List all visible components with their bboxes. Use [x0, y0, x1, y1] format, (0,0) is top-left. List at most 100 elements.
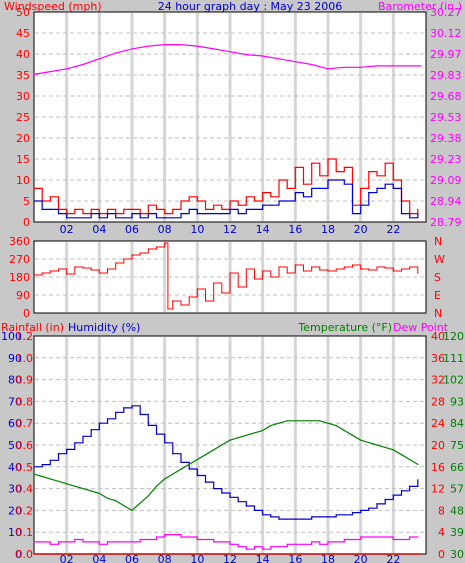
x-tick-label: 10: [190, 553, 204, 563]
dewpoint-line-point: [180, 536, 182, 538]
humidity-line-point: [351, 511, 354, 514]
direction-tick-label: 0: [23, 307, 30, 320]
windspeed-line-point: [327, 158, 329, 160]
humidity-line-point: [253, 509, 256, 511]
dewpoint-line-point: [409, 536, 411, 538]
humidity-line-point: [270, 516, 272, 518]
wind-direction-line-point: [343, 266, 345, 268]
humidity-tick-label: 30: [8, 483, 22, 496]
barometer-line-point: [66, 68, 68, 70]
humidity-line-point: [41, 464, 43, 466]
dewpoint-line-point: [368, 536, 370, 538]
temperature-line-point: [196, 458, 198, 461]
humidity-line-point: [343, 514, 345, 516]
temperature-line-point: [188, 463, 190, 465]
wind-direction-line-point: [41, 272, 43, 274]
humidity-line-point: [221, 492, 223, 494]
temperature-line-point: [409, 458, 411, 461]
humidity-line-point: [123, 407, 125, 409]
wind-direction-line-point: [294, 264, 296, 266]
barometer-line-point: [278, 58, 280, 60]
average-wind-line-point: [188, 208, 190, 210]
wind-direction-line-point: [131, 254, 133, 256]
barometer-line-point: [33, 73, 35, 75]
rainfall-tick-label: 0.9: [16, 374, 34, 387]
average-wind-line-point: [360, 204, 362, 206]
temperature-line-point: [417, 463, 419, 465]
windspeed-line-point: [262, 192, 264, 194]
average-wind-line-point: [221, 213, 223, 215]
x-tick-label: 20: [354, 553, 368, 563]
dewpoint-line-point: [49, 543, 51, 545]
average-wind-line-point: [164, 217, 166, 219]
wind-direction-line-point: [204, 300, 207, 302]
temperature-f-tick-label: 66: [450, 461, 464, 474]
humidity-tick-label: 80: [8, 374, 22, 387]
windspeed-line-point: [392, 179, 394, 181]
windspeed-line-point: [33, 187, 35, 189]
average-wind-line-point: [351, 213, 354, 215]
wind-direction-line-point: [237, 286, 239, 288]
dewpoint-line-point: [294, 543, 296, 545]
average-wind-line-point: [376, 187, 378, 189]
average-wind-line-point: [49, 208, 51, 210]
average-wind-line-point: [409, 217, 411, 219]
temperature-c-tick-label: 0: [438, 548, 445, 561]
rainfall-tick-label: 1.0: [16, 352, 34, 365]
windspeed-tick-label: 40: [16, 48, 30, 61]
average-wind-line-point: [392, 187, 394, 189]
average-wind-line-point: [335, 179, 337, 181]
wind-direction-line-point: [327, 270, 329, 272]
dewpoint-line-point: [335, 541, 337, 543]
temperature-line-point: [213, 449, 215, 451]
windspeed-line-point: [164, 213, 166, 215]
barometer-tick-label: 29.68: [430, 90, 462, 103]
windspeed-line-point: [319, 175, 321, 177]
temperature-line-point: [262, 429, 264, 432]
x-tick-label: 18: [321, 223, 335, 236]
average-wind-line-point: [286, 200, 288, 202]
average-wind-line: [34, 179, 419, 219]
wind-direction-line-point: [270, 276, 272, 278]
temperature-line-point: [384, 446, 386, 448]
average-wind-line-point: [90, 213, 92, 215]
wind-direction-line-point: [98, 272, 100, 274]
wind-direction-line-point: [302, 270, 305, 272]
humidity-line-point: [319, 516, 321, 518]
x-tick-label: 08: [158, 223, 172, 236]
dewpoint-line-point: [417, 536, 419, 538]
humidity-line-point: [384, 498, 386, 501]
average-wind-line-point: [139, 217, 141, 219]
humidity-line-point: [131, 405, 133, 407]
direction-tick-label: 360: [9, 235, 30, 248]
humidity-tick-label: 100: [1, 330, 22, 343]
wind-direction-line-point: [376, 266, 378, 268]
temperature-f-tick-label: 39: [450, 526, 464, 539]
wind-direction-line-point: [33, 274, 35, 276]
compass-tick-label: S: [434, 271, 441, 284]
humidity-line-point: [262, 514, 264, 516]
dewpoint-line-point: [343, 538, 345, 541]
windspeed-line-point: [245, 196, 247, 198]
temperature-line-point: [376, 444, 378, 446]
rainfall-tick-label: 0.0: [16, 548, 34, 561]
wind-direction-line-point: [400, 268, 403, 270]
rainfall-tick-label: 0.4: [16, 483, 34, 496]
windspeed-line-point: [90, 208, 92, 210]
temperature-line-point: [74, 485, 76, 487]
barometer-line-point: [115, 52, 117, 54]
windspeed-line-point: [286, 187, 288, 189]
average-wind-line-point: [327, 179, 329, 181]
temperature-line: [33, 420, 419, 512]
windspeed-line-point: [368, 171, 370, 173]
windspeed-line-point: [204, 208, 207, 210]
rainfall-axis-title: Rainfall (in): [1, 321, 64, 334]
barometer-tick-label: 30.27: [430, 6, 462, 19]
wind-direction-line-point: [115, 262, 117, 264]
humidity-line-point: [286, 518, 288, 520]
compass-tick-label: E: [434, 289, 441, 302]
humidity-line-point: [106, 418, 109, 420]
windspeed-axis-title: Windspeed (mph): [4, 0, 102, 13]
temperature-line-point: [392, 449, 394, 451]
wind-direction-line-point: [172, 300, 174, 302]
